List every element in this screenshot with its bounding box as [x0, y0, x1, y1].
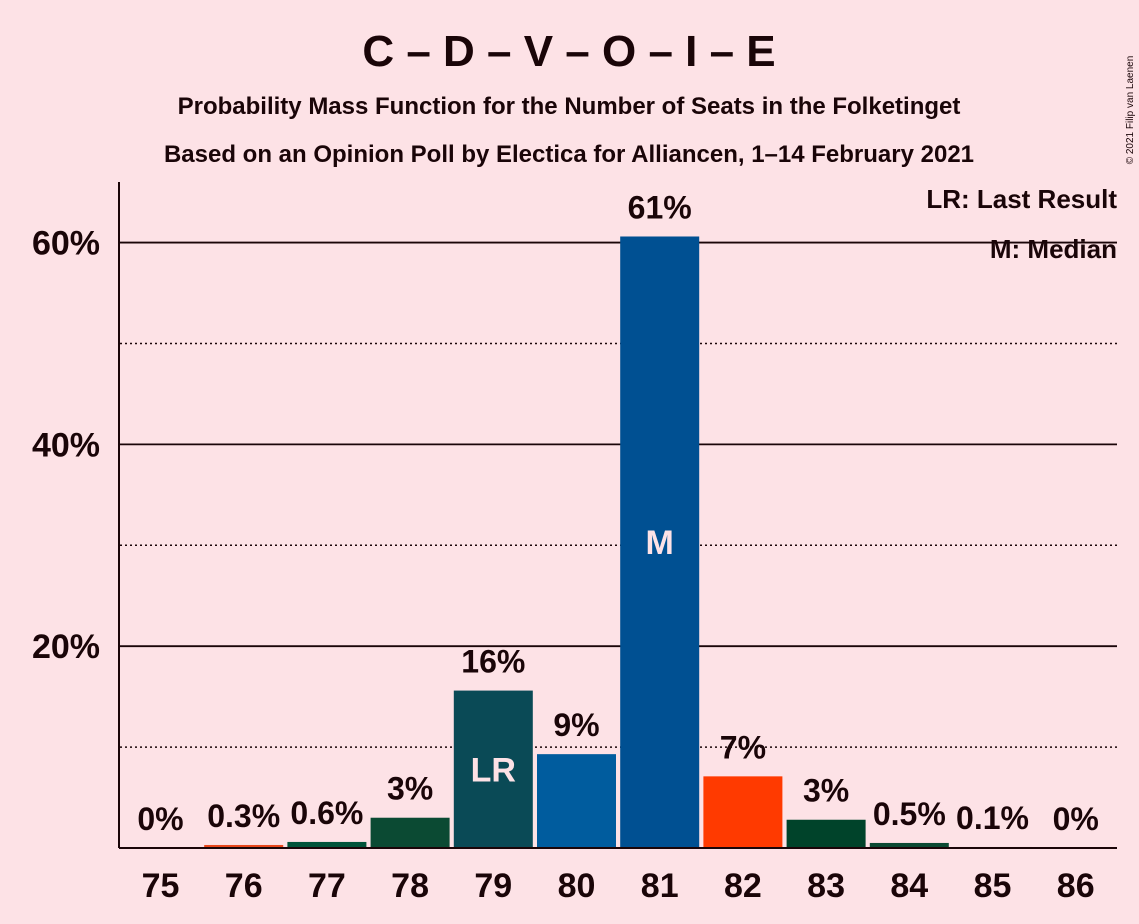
bar-markers: LR M [471, 524, 674, 789]
data-label-86: 0% [1053, 801, 1099, 837]
bar-80 [537, 754, 616, 848]
data-label-76: 0.3% [207, 798, 280, 834]
x-tick-77: 77 [308, 867, 346, 905]
y-tick-labels: 20% 40% 60% [32, 225, 100, 667]
y-tick-label: 20% [32, 628, 100, 666]
x-tick-81: 81 [641, 867, 679, 905]
x-tick-85: 85 [974, 867, 1012, 905]
data-label-75: 0% [137, 801, 183, 837]
bar-81 [620, 236, 700, 848]
y-tick-label: 60% [32, 225, 100, 263]
x-tick-82: 82 [724, 867, 762, 905]
copyright-credit: © 2021 Filip van Laenen [1125, 56, 1136, 165]
x-tick-83: 83 [807, 867, 845, 905]
bar-78 [370, 817, 450, 848]
gridlines [120, 241, 1117, 748]
bar-84 [869, 842, 949, 848]
data-label-79: 16% [461, 644, 525, 680]
data-label-84: 0.5% [873, 796, 946, 832]
legend-last-result: LR: Last Result [926, 184, 1117, 214]
x-tick-76: 76 [225, 867, 263, 905]
x-tick-78: 78 [391, 867, 429, 905]
x-tick-86: 86 [1057, 867, 1095, 905]
bars [204, 236, 1032, 848]
data-label-81: 61% [628, 189, 692, 225]
x-tick-labels: 75 76 77 78 79 80 81 82 83 84 85 86 [142, 867, 1095, 905]
bar-76 [204, 844, 284, 848]
chart-title: C – D – V – O – I – E [362, 27, 775, 76]
data-label-78: 3% [387, 771, 433, 807]
x-tick-75: 75 [142, 867, 180, 905]
legend-median: M: Median [990, 234, 1117, 264]
bar-83 [786, 819, 866, 848]
bar-82 [703, 776, 783, 848]
y-tick-label: 40% [32, 426, 100, 464]
x-tick-79: 79 [474, 867, 512, 905]
data-label-77: 0.6% [290, 795, 363, 831]
data-labels: 0% 0.3% 0.6% 3% 16% 9% 61% 7% 3% 0.5% 0.1% 0% [137, 189, 1098, 837]
data-label-82: 7% [720, 729, 766, 765]
data-label-83: 3% [803, 773, 849, 809]
bar-79 [453, 690, 533, 848]
chart-subtitle-poll: Based on an Opinion Poll by Electica for… [164, 141, 974, 168]
bar-marker-m: M [646, 524, 674, 562]
chart-subtitle: Probability Mass Function for the Number… [178, 93, 961, 120]
data-label-85: 0.1% [956, 800, 1029, 836]
x-tick-84: 84 [890, 867, 928, 905]
data-label-80: 9% [553, 707, 599, 743]
x-tick-80: 80 [558, 867, 596, 905]
bar-marker-lr: LR [471, 751, 516, 789]
bar-77 [287, 841, 367, 848]
